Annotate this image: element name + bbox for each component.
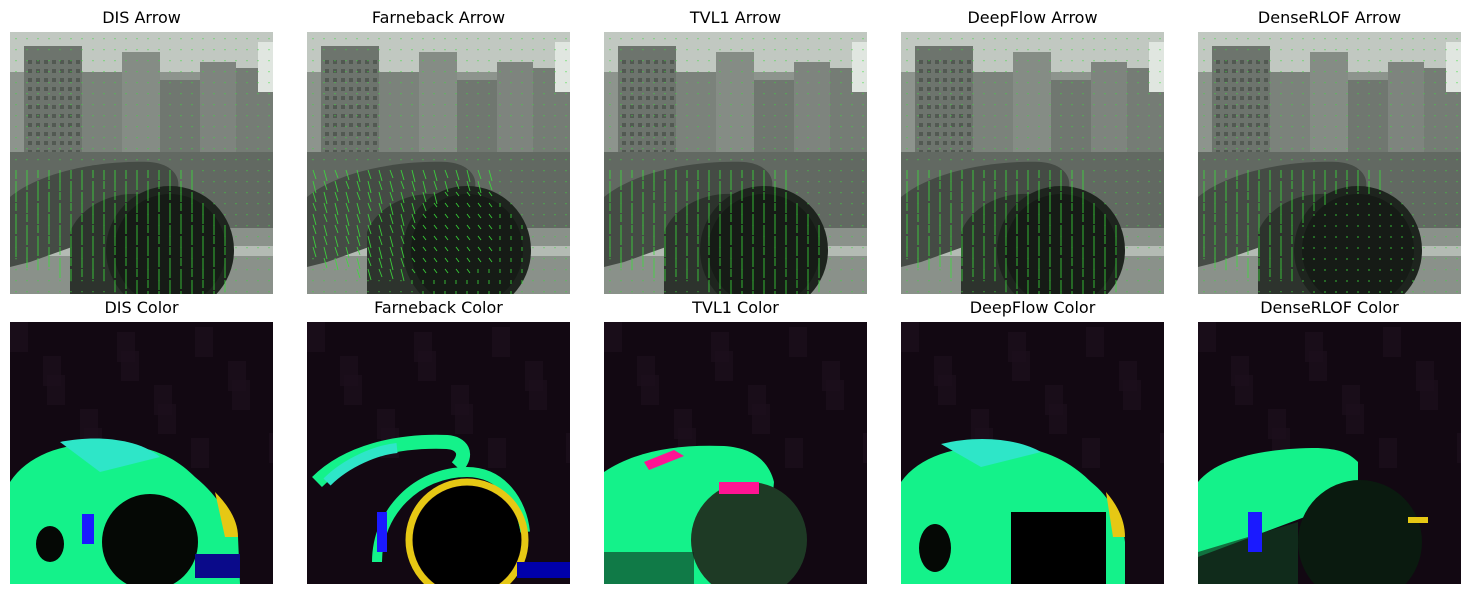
panel-title-tvl1-arrow: TVL1 Arrow bbox=[689, 8, 782, 27]
panel-title-farneback-color: Farneback Color bbox=[374, 298, 503, 317]
tvl1-arrow-image bbox=[604, 32, 867, 294]
panel-title-denserlof-color: DenseRLOF Color bbox=[1260, 298, 1399, 317]
denserlof-color-image bbox=[1198, 322, 1461, 584]
farneback-arrow-image bbox=[307, 32, 570, 294]
deepflow-color-image bbox=[901, 322, 1164, 584]
panel-title-deepflow-color: DeepFlow Color bbox=[969, 298, 1096, 317]
panel-title-denserlof-arrow: DenseRLOF Arrow bbox=[1257, 8, 1402, 27]
deepflow-arrow-image bbox=[901, 32, 1164, 294]
tvl1-color-image bbox=[604, 322, 867, 584]
panel-title-farneback-arrow: Farneback Arrow bbox=[371, 8, 506, 27]
farneback-color-image bbox=[307, 322, 570, 584]
denserlof-arrow-image bbox=[1198, 32, 1461, 294]
panel-title-deepflow-arrow: DeepFlow Arrow bbox=[967, 8, 1098, 27]
dis-arrow-image bbox=[10, 32, 273, 294]
panel-title-dis-color: DIS Color bbox=[104, 298, 179, 317]
panel-title-dis-arrow: DIS Arrow bbox=[102, 8, 181, 27]
panel-title-tvl1-color: TVL1 Color bbox=[692, 298, 779, 317]
dis-color-image bbox=[10, 322, 273, 584]
